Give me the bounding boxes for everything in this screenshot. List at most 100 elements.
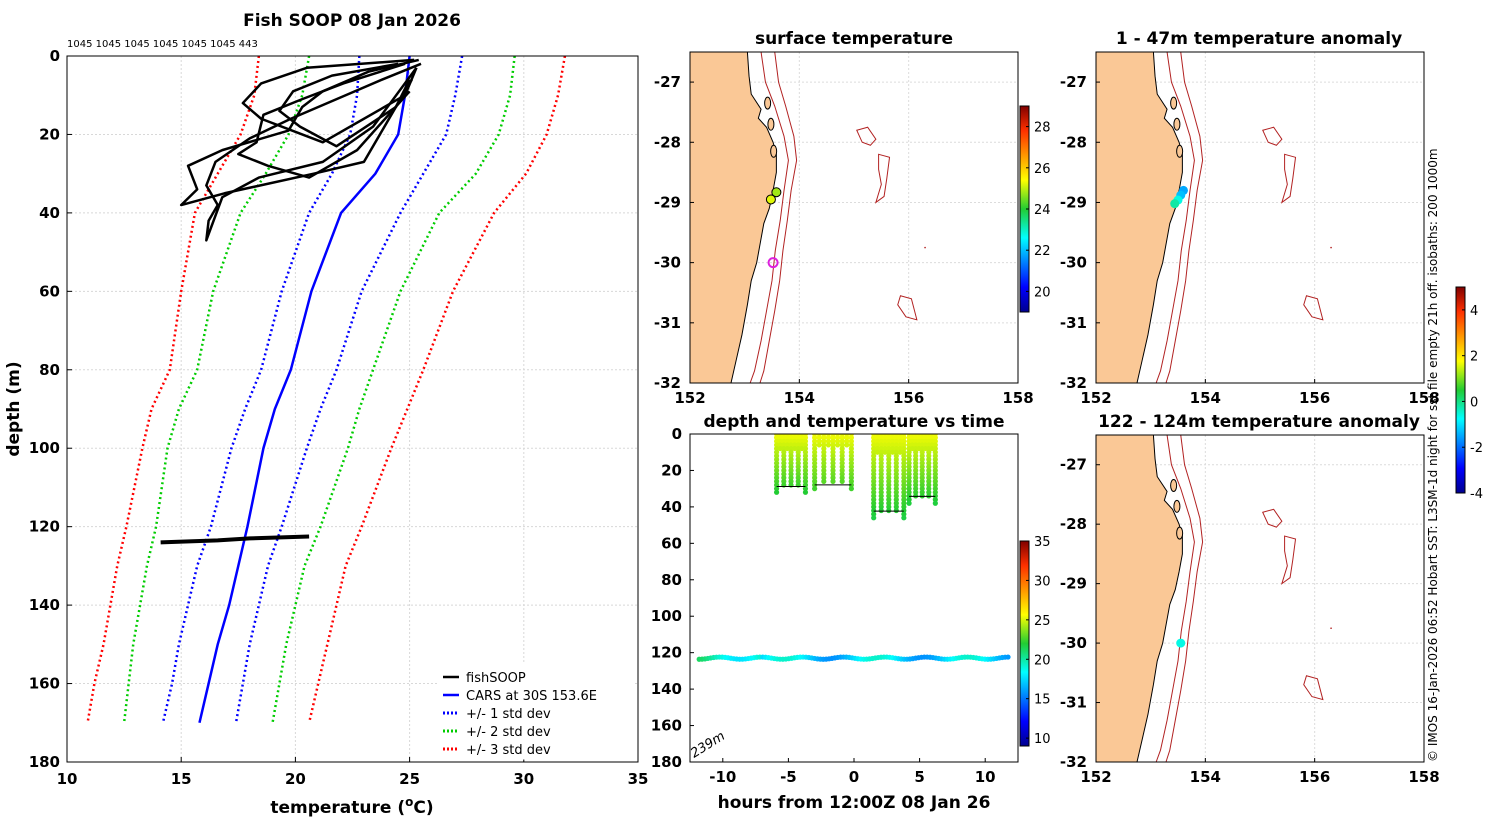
cast-sample-dot	[919, 453, 925, 459]
cast-sample-dot	[926, 453, 932, 459]
map-ytick-label: -29	[654, 193, 681, 211]
cast-sample-dot	[839, 467, 845, 474]
cast-sample-dot	[844, 438, 850, 444]
cast-sample-dot	[784, 442, 791, 448]
cast-sample-dot	[913, 475, 919, 481]
cast-sample-dot	[795, 445, 801, 452]
cast-sample-dot	[886, 442, 892, 448]
map-ytick-label: -32	[654, 374, 681, 392]
cast-sample-dot	[878, 478, 884, 484]
cast-sample-dot	[878, 460, 884, 466]
position-marker	[767, 257, 779, 269]
profile-ytick-label: 100	[29, 439, 60, 457]
cast-sample-dot	[893, 467, 899, 474]
island	[764, 96, 772, 110]
cast-sample-dot	[799, 445, 805, 452]
cast-sample-dot	[773, 467, 780, 474]
cast-sample-dot	[788, 445, 794, 452]
cast-sample-dot	[901, 500, 907, 506]
cast-sample-dot	[825, 442, 832, 448]
cast-sample-dot	[901, 445, 907, 452]
cast-sample-dot	[906, 489, 912, 495]
cast-sample-dot	[932, 453, 938, 459]
cast-sample-dot	[773, 464, 780, 470]
cast-sample-dot	[848, 435, 854, 441]
cast-sample-dot	[878, 445, 884, 452]
cast-sample-dot	[812, 438, 818, 444]
cast-sample-dot	[913, 478, 919, 484]
cast-sample-dot	[926, 456, 932, 463]
cast-sample-dot	[792, 435, 798, 441]
cast-sample-dot	[913, 486, 919, 492]
profile-series--1-std	[234, 56, 464, 723]
cast-sample-dot	[906, 482, 912, 488]
profile-ytick-label: 20	[39, 125, 60, 143]
cast-sample-dot	[919, 482, 925, 488]
anomaly-map-2-axes-box	[1095, 434, 1425, 763]
cast-sample-dot	[839, 460, 845, 466]
cast-sample-dot	[773, 445, 780, 452]
cast-sample-dot	[777, 445, 783, 452]
cast-sample-dot	[893, 482, 899, 488]
cast-sample-dot	[901, 453, 907, 459]
anomaly-map-2-title: 122 - 124m temperature anomaly	[1098, 412, 1420, 432]
cast-sample-dot	[901, 442, 907, 448]
cast-sample-dot	[788, 464, 794, 470]
cast-sample-dot	[821, 471, 827, 477]
cast-sample-dot	[932, 445, 938, 452]
colorbar-tick-label: 2	[1470, 350, 1478, 365]
cast-sample-dot	[878, 504, 884, 510]
cast-sample-dot	[784, 438, 791, 444]
seamount-contour	[1262, 508, 1283, 528]
cast-sample-dot	[886, 504, 892, 510]
cast-sample-dot	[795, 467, 801, 474]
anomaly-map-1-axes-box	[1095, 51, 1425, 384]
cast-sample-dot	[897, 445, 903, 452]
cast-sample-dot	[878, 497, 884, 503]
fishsoop-deep-track	[160, 534, 310, 545]
cast-sample-dot	[821, 445, 827, 452]
cast-sample-dot	[897, 435, 903, 441]
seamount-contour	[1262, 126, 1283, 146]
cast-sample-dot	[788, 438, 794, 444]
cast-sample-dot	[830, 449, 836, 455]
island	[1170, 96, 1178, 110]
map-ytick-label: -28	[1060, 133, 1087, 151]
cast-sample-dot	[906, 449, 912, 455]
island	[1170, 479, 1178, 493]
map-ytick-label: -31	[1060, 314, 1087, 332]
cast-sample-dot	[830, 438, 836, 444]
cast-sample-dot	[830, 478, 836, 484]
map-xtick-label: 152	[1080, 768, 1111, 786]
cast-sample-dot	[926, 475, 932, 481]
cast-sample-dot	[932, 486, 938, 492]
cast-sample-dot	[919, 467, 925, 474]
cast-sample-dot	[848, 486, 854, 492]
time-ytick-label: 60	[661, 534, 682, 552]
cast-sample-dot	[788, 456, 794, 463]
cast-sample-dot	[773, 449, 780, 455]
time-xtick-label: -10	[709, 768, 736, 786]
cast-sample-dot	[893, 504, 899, 510]
max-depth-annotation: 239m	[688, 729, 728, 762]
cast-sample-dot	[799, 435, 805, 441]
cast-sample-dot	[893, 435, 899, 441]
cast-sample-dot	[913, 453, 919, 459]
cast-sample-dot	[906, 500, 912, 506]
cast-sample-dot	[886, 460, 892, 466]
cast-sample-dot	[886, 467, 892, 474]
profile-legend: fishSOOP CARS at 30S 153.6E +/- 1 std dev +…	[437, 662, 635, 760]
cast-sample-dot	[901, 467, 907, 474]
anomaly-map-1-panel: 1 - 47m temperature anomaly 152 154 156 158…	[1060, 29, 1440, 407]
cast-sample-dot	[839, 438, 845, 444]
time-xtick-label: 5	[914, 768, 924, 786]
cast-sample-dot	[781, 445, 787, 452]
cast-sample-dot	[886, 464, 892, 470]
cast-sample-dot	[839, 435, 845, 441]
cast-sample-dot	[932, 482, 938, 488]
cast-sample-dot	[906, 456, 912, 463]
cast-sample-dot	[812, 449, 818, 455]
cast-sample-dot	[773, 460, 780, 466]
cast-sample-dot	[812, 442, 818, 448]
cast-sample-dot	[812, 475, 818, 481]
